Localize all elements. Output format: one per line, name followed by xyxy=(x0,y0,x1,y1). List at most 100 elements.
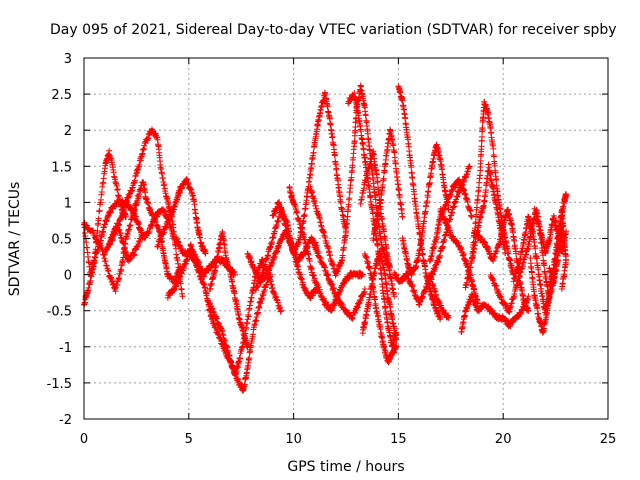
data-point xyxy=(346,195,353,202)
data-point xyxy=(103,262,110,269)
data-point xyxy=(512,273,519,280)
data-point xyxy=(374,179,381,186)
data-point xyxy=(431,243,438,250)
data-point xyxy=(127,222,134,229)
data-point xyxy=(306,257,313,264)
data-point xyxy=(374,242,381,249)
data-point xyxy=(349,162,356,169)
data-point xyxy=(525,241,532,248)
data-point xyxy=(114,186,121,193)
data-point xyxy=(378,197,385,204)
data-point xyxy=(424,194,431,201)
data-point xyxy=(534,305,541,312)
data-point xyxy=(179,293,186,300)
data-point xyxy=(98,245,105,252)
data-point xyxy=(537,282,544,289)
data-point xyxy=(118,267,125,274)
data-point xyxy=(372,196,379,203)
data-point xyxy=(228,358,235,365)
data-point xyxy=(408,164,415,171)
data-point xyxy=(490,153,497,160)
data-point xyxy=(237,355,244,362)
data-point xyxy=(89,227,96,234)
data-point xyxy=(137,235,144,242)
data-point xyxy=(525,293,532,300)
data-point xyxy=(380,176,387,183)
data-point xyxy=(103,262,110,269)
data-point xyxy=(426,179,433,186)
data-point xyxy=(339,252,346,259)
data-point xyxy=(327,121,334,128)
data-point xyxy=(310,149,317,156)
data-point xyxy=(395,187,402,194)
data-point xyxy=(102,258,109,265)
data-point xyxy=(511,238,518,245)
data-point xyxy=(409,174,416,181)
data-point xyxy=(478,143,485,150)
data-point xyxy=(241,381,248,388)
data-point xyxy=(245,313,252,320)
data-point xyxy=(329,133,336,140)
data-point xyxy=(372,296,379,303)
data-point xyxy=(95,215,102,222)
data-point xyxy=(308,161,315,168)
data-point xyxy=(96,207,103,214)
data-point xyxy=(479,125,486,132)
data-point xyxy=(399,213,406,220)
data-point xyxy=(191,201,198,208)
data-point xyxy=(122,213,129,220)
data-point xyxy=(419,229,426,236)
data-point xyxy=(527,255,534,262)
data-point xyxy=(366,264,373,271)
data-point xyxy=(348,174,355,181)
data-point xyxy=(92,234,99,241)
data-point xyxy=(359,271,366,278)
data-point xyxy=(95,246,102,253)
data-point xyxy=(362,112,369,119)
data-point xyxy=(493,177,500,184)
data-point xyxy=(512,276,519,283)
data-point xyxy=(391,325,398,332)
data-point xyxy=(393,336,400,343)
data-point xyxy=(424,198,431,205)
data-point xyxy=(246,354,253,361)
data-point xyxy=(351,137,358,144)
data-point xyxy=(197,234,204,241)
data-point xyxy=(324,102,331,109)
data-point xyxy=(466,163,473,170)
data-point xyxy=(396,194,403,201)
data-point xyxy=(439,166,446,173)
data-point xyxy=(541,262,548,269)
data-point xyxy=(367,193,374,200)
data-point xyxy=(100,251,107,258)
data-point xyxy=(532,245,539,252)
data-point xyxy=(301,211,308,218)
data-points xyxy=(81,82,570,394)
data-point xyxy=(478,133,485,140)
data-point xyxy=(393,343,400,350)
data-point xyxy=(422,208,429,215)
data-point xyxy=(361,286,368,293)
data-point xyxy=(83,222,90,229)
data-point xyxy=(392,160,399,166)
data-point xyxy=(89,228,96,235)
data-point xyxy=(343,229,349,236)
data-point xyxy=(429,250,436,257)
data-point xyxy=(513,250,520,257)
data-point xyxy=(105,267,112,274)
data-point xyxy=(294,209,301,216)
data-point xyxy=(419,251,426,258)
data-point xyxy=(362,319,369,326)
data-point xyxy=(332,161,339,168)
data-point xyxy=(222,337,229,344)
data-point xyxy=(437,314,444,321)
data-point xyxy=(90,263,97,270)
data-point xyxy=(98,188,105,195)
data-point xyxy=(231,271,238,278)
data-point xyxy=(502,249,509,256)
data-point xyxy=(333,165,340,172)
data-point xyxy=(391,293,398,300)
data-point xyxy=(445,314,452,321)
data-point xyxy=(298,276,305,283)
